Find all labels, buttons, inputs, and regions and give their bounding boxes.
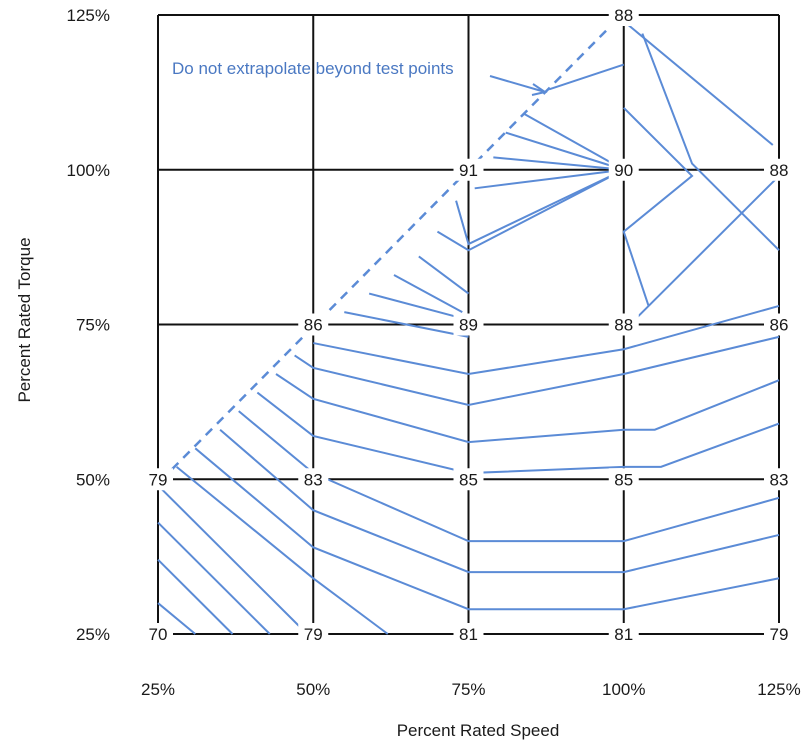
y-tick-label-2: 75% xyxy=(76,316,110,335)
x-tick-label-3: 100% xyxy=(602,680,645,699)
point-label-bg-6 xyxy=(298,468,329,491)
point-label-bg-14 xyxy=(453,158,484,181)
point-label-2: 81 xyxy=(459,625,478,644)
annotation-text: Do not extrapolate beyond test points xyxy=(172,59,454,78)
point-label-bg-17 xyxy=(608,4,639,26)
x-tick-label-2: 75% xyxy=(451,680,485,699)
point-label-16: 88 xyxy=(770,161,789,180)
contour-line-19 xyxy=(493,156,624,171)
contour-line-22 xyxy=(548,63,625,91)
point-label-bg-13 xyxy=(764,313,794,336)
point-label-12: 88 xyxy=(614,316,633,335)
contour-line-18 xyxy=(474,168,624,190)
x-tick-label-1: 50% xyxy=(296,680,330,699)
point-label-1: 79 xyxy=(304,625,323,644)
point-label-0: 70 xyxy=(149,625,168,644)
contour-line-15 xyxy=(418,255,470,295)
contour-line-17 xyxy=(455,168,625,246)
point-label-bg-3 xyxy=(608,623,639,645)
point-label-bg-2 xyxy=(453,623,484,645)
y-axis-label: Percent Rated Torque xyxy=(15,237,34,402)
contour-line-11 xyxy=(313,304,780,376)
contour-line-7 xyxy=(238,410,780,543)
point-label-bg-11 xyxy=(453,313,484,336)
point-label-15: 90 xyxy=(614,161,633,180)
point-labels: 70 79 81 81 79 79 83 85 85 83 86 89 88 86 91 90 88 88 xyxy=(143,4,794,645)
point-label-bg-4 xyxy=(764,623,794,645)
y-tick-label-4: 25% xyxy=(76,625,110,644)
point-label-10: 86 xyxy=(304,316,323,335)
point-label-11: 89 xyxy=(459,316,478,335)
point-label-bg-16 xyxy=(764,158,794,181)
x-tick-label-0: 25% xyxy=(141,680,175,699)
point-label-6: 83 xyxy=(304,470,323,489)
point-label-3: 81 xyxy=(614,625,633,644)
contour-line-21 xyxy=(523,113,625,171)
point-label-bg-0 xyxy=(143,623,173,645)
extrapolation-boundary xyxy=(171,26,611,471)
point-label-bg-7 xyxy=(453,468,484,491)
point-label-13: 86 xyxy=(770,316,789,335)
contour-line-23 xyxy=(622,107,694,307)
point-label-4: 79 xyxy=(770,625,789,644)
contour-line-26 xyxy=(629,175,780,326)
point-label-5: 79 xyxy=(149,470,168,489)
point-label-bg-12 xyxy=(608,313,639,336)
contour-line-0 xyxy=(157,602,196,635)
contour-line-16 xyxy=(436,168,625,252)
contour-line-4 xyxy=(175,466,389,635)
point-label-bg-10 xyxy=(298,313,329,336)
contour-line-10 xyxy=(294,335,780,406)
point-label-bg-15 xyxy=(608,158,639,181)
contour-line-14 xyxy=(393,274,463,313)
point-label-bg-9 xyxy=(764,468,794,491)
point-label-14: 91 xyxy=(459,161,478,180)
point-label-bg-1 xyxy=(298,623,329,645)
y-tick-label-3: 50% xyxy=(76,470,110,489)
contour-line-2 xyxy=(157,521,271,635)
contour-line-8 xyxy=(256,391,780,475)
point-label-17: 88 xyxy=(614,6,633,25)
annotation-arrow xyxy=(489,75,548,96)
contour-line-1 xyxy=(157,559,234,635)
contour-line-12 xyxy=(344,311,469,338)
point-label-8: 85 xyxy=(614,470,633,489)
x-tick-label-4: 125% xyxy=(757,680,800,699)
contour-line-13 xyxy=(368,292,463,320)
contour-lines xyxy=(157,20,780,635)
boundary-line xyxy=(171,26,611,471)
contour-line-24 xyxy=(641,33,780,251)
contour-line-3 xyxy=(157,484,308,635)
x-axis-label: Percent Rated Speed xyxy=(397,721,560,740)
y-tick-label-1: 100% xyxy=(67,161,110,180)
point-label-7: 85 xyxy=(459,470,478,489)
point-label-bg-8 xyxy=(608,468,639,491)
point-label-bg-5 xyxy=(143,468,173,491)
y-tick-label-0: 125% xyxy=(67,6,110,25)
contour-line-25 xyxy=(623,20,774,146)
contour-line-5 xyxy=(194,447,780,611)
point-label-9: 83 xyxy=(770,470,789,489)
tick-labels: 25% 50% 75% 100% 125% 125% 100% 75% 50% 25% xyxy=(67,6,801,699)
contour-line-6 xyxy=(219,428,780,574)
contour-line-20 xyxy=(505,131,625,171)
contour-line-9 xyxy=(275,373,780,444)
